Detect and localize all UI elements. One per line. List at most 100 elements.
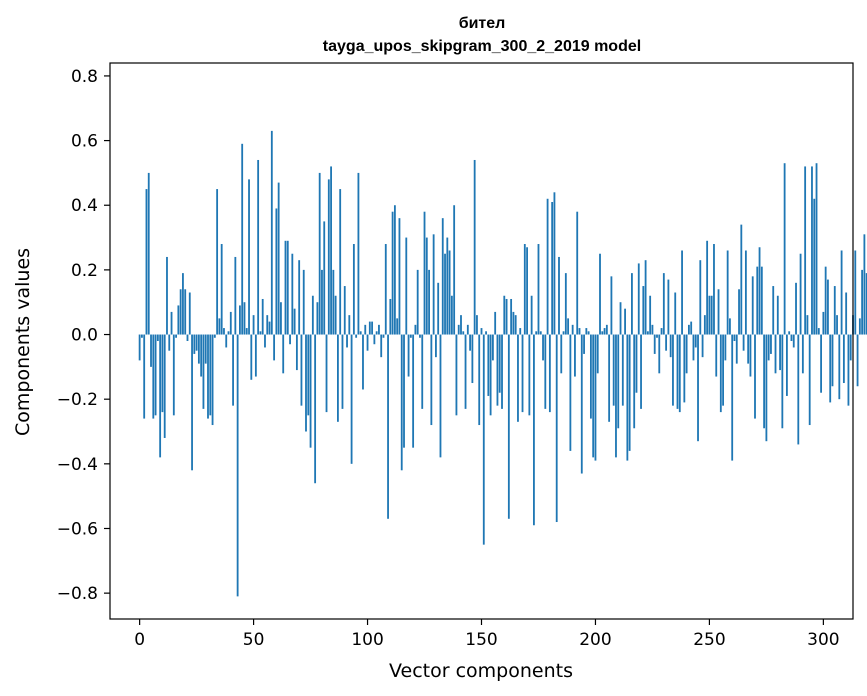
bar xyxy=(690,321,693,335)
bar xyxy=(678,334,681,413)
bar xyxy=(587,331,590,335)
bars-group xyxy=(138,130,867,597)
bar xyxy=(601,331,604,335)
y-tick-label: −0.2 xyxy=(57,390,98,410)
bar xyxy=(574,334,576,377)
bar xyxy=(425,237,428,335)
bar xyxy=(382,334,385,338)
bar xyxy=(530,295,533,335)
bar xyxy=(521,334,524,413)
bar xyxy=(633,334,636,429)
bar xyxy=(594,334,597,461)
bar xyxy=(548,334,551,413)
bar xyxy=(569,334,572,451)
bar xyxy=(159,334,162,458)
bar xyxy=(544,334,547,409)
bar xyxy=(824,266,827,335)
bar xyxy=(517,334,519,422)
bar xyxy=(368,321,371,335)
bar xyxy=(321,269,323,335)
bar xyxy=(141,334,143,338)
bar xyxy=(311,295,314,335)
bar xyxy=(332,269,335,335)
bar xyxy=(749,334,752,377)
bar xyxy=(817,328,820,335)
bar xyxy=(585,328,588,335)
bar xyxy=(293,308,296,335)
bar xyxy=(218,318,221,335)
bar xyxy=(788,331,791,335)
bar xyxy=(209,334,212,416)
bar xyxy=(428,269,430,335)
x-tick-label: 200 xyxy=(579,630,611,650)
bar xyxy=(856,334,859,387)
bar xyxy=(337,334,339,422)
bar xyxy=(783,163,786,335)
bar xyxy=(555,334,558,523)
bar xyxy=(220,244,223,335)
y-tick-label: 0.0 xyxy=(71,326,98,346)
bar xyxy=(708,295,711,335)
bar xyxy=(674,292,677,335)
bar xyxy=(692,334,695,361)
bar xyxy=(357,172,360,335)
bar xyxy=(644,260,647,335)
bar xyxy=(806,315,809,335)
bar xyxy=(175,334,177,338)
bar xyxy=(309,334,312,448)
bar xyxy=(197,334,200,364)
bar xyxy=(820,334,822,393)
bar xyxy=(305,334,307,432)
bar xyxy=(350,334,353,464)
bar xyxy=(318,172,321,335)
bar xyxy=(414,324,417,335)
bar xyxy=(683,334,686,403)
bar xyxy=(713,244,715,335)
bar xyxy=(774,334,777,374)
bar xyxy=(507,334,510,519)
bar xyxy=(352,244,355,335)
bar xyxy=(758,247,761,335)
bar xyxy=(423,211,426,335)
y-tick-label: −0.4 xyxy=(57,455,98,475)
bar xyxy=(840,250,843,335)
bar xyxy=(501,334,503,409)
bar xyxy=(455,334,458,416)
bar xyxy=(213,334,216,338)
bar xyxy=(756,266,759,335)
bar xyxy=(460,315,462,335)
bar xyxy=(669,334,672,358)
bar xyxy=(808,334,811,426)
bar xyxy=(631,273,633,335)
x-axis-label: Vector components xyxy=(389,660,573,682)
bar xyxy=(735,334,738,364)
bar xyxy=(510,298,513,335)
bar xyxy=(403,334,405,448)
bar xyxy=(143,334,146,419)
bar xyxy=(865,273,867,335)
bar xyxy=(316,302,319,335)
bar xyxy=(371,321,374,335)
bar xyxy=(779,334,781,371)
bar xyxy=(464,334,467,409)
bar xyxy=(378,324,380,335)
bar xyxy=(355,334,358,338)
bar xyxy=(662,273,665,335)
bar xyxy=(348,315,351,335)
bar xyxy=(847,334,850,406)
bar xyxy=(596,334,599,374)
bar xyxy=(578,328,581,335)
bar xyxy=(398,218,401,335)
bar xyxy=(400,334,403,471)
bar xyxy=(334,295,337,335)
bar xyxy=(234,256,237,335)
plot-frame xyxy=(109,62,854,620)
bar xyxy=(282,334,285,374)
bar xyxy=(576,211,579,335)
bar xyxy=(646,331,649,335)
bar xyxy=(396,318,399,335)
bar xyxy=(466,324,469,335)
bar xyxy=(694,334,697,348)
bar xyxy=(831,334,834,387)
